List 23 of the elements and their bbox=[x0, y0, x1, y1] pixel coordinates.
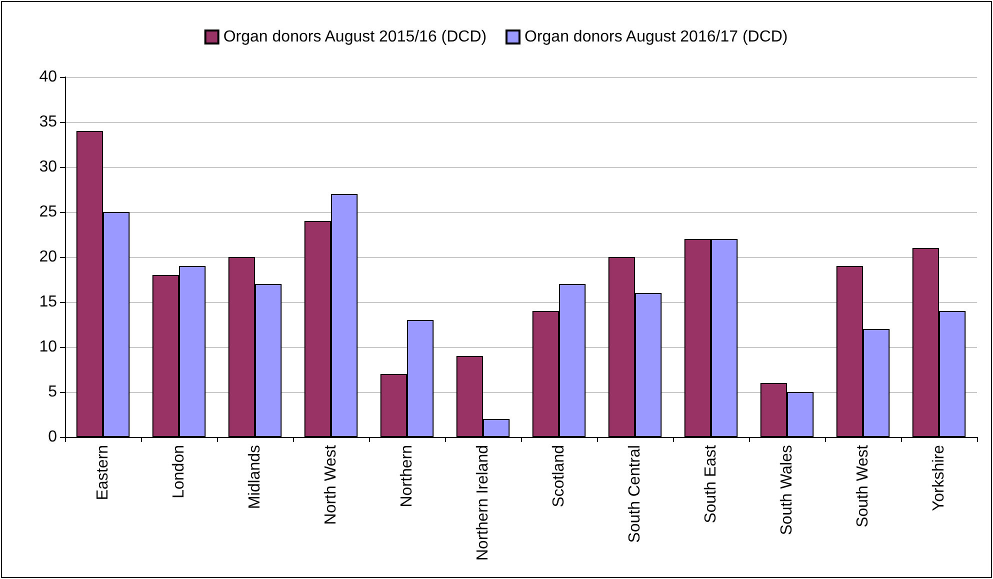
y-tick-label: 5 bbox=[48, 384, 58, 400]
x-tick-label: North West bbox=[322, 444, 340, 525]
x-tick-label: Eastern bbox=[94, 445, 112, 500]
x-tick-label: Yorkshire bbox=[930, 444, 948, 512]
y-tick-label: 30 bbox=[39, 158, 58, 176]
y-tick-label: 15 bbox=[39, 294, 58, 310]
x-tick-label: South East bbox=[702, 444, 720, 524]
y-tick-label: 25 bbox=[39, 204, 58, 220]
x-tick-label: South Central bbox=[626, 445, 644, 543]
legend-label: Organ donors August 2016/17 (DCD) bbox=[524, 28, 788, 46]
y-tick-label: 20 bbox=[39, 248, 58, 266]
x-tick-label: London bbox=[170, 445, 188, 498]
x-tick-label: Northern Ireland bbox=[474, 445, 492, 561]
x-tick-label: Midlands bbox=[246, 445, 264, 510]
x-tick-label: Northern bbox=[398, 445, 416, 508]
x-tick-label: Scotland bbox=[550, 445, 568, 508]
legend-label: Organ donors August 2015/16 (DCD) bbox=[223, 28, 487, 46]
y-tick-label: 0 bbox=[48, 428, 58, 446]
y-tick-label: 35 bbox=[39, 114, 58, 130]
x-tick-label: South Wales bbox=[778, 445, 796, 536]
y-tick-label: 10 bbox=[39, 338, 58, 356]
y-tick-label: 40 bbox=[39, 68, 58, 86]
x-tick-label: South West bbox=[854, 444, 872, 528]
